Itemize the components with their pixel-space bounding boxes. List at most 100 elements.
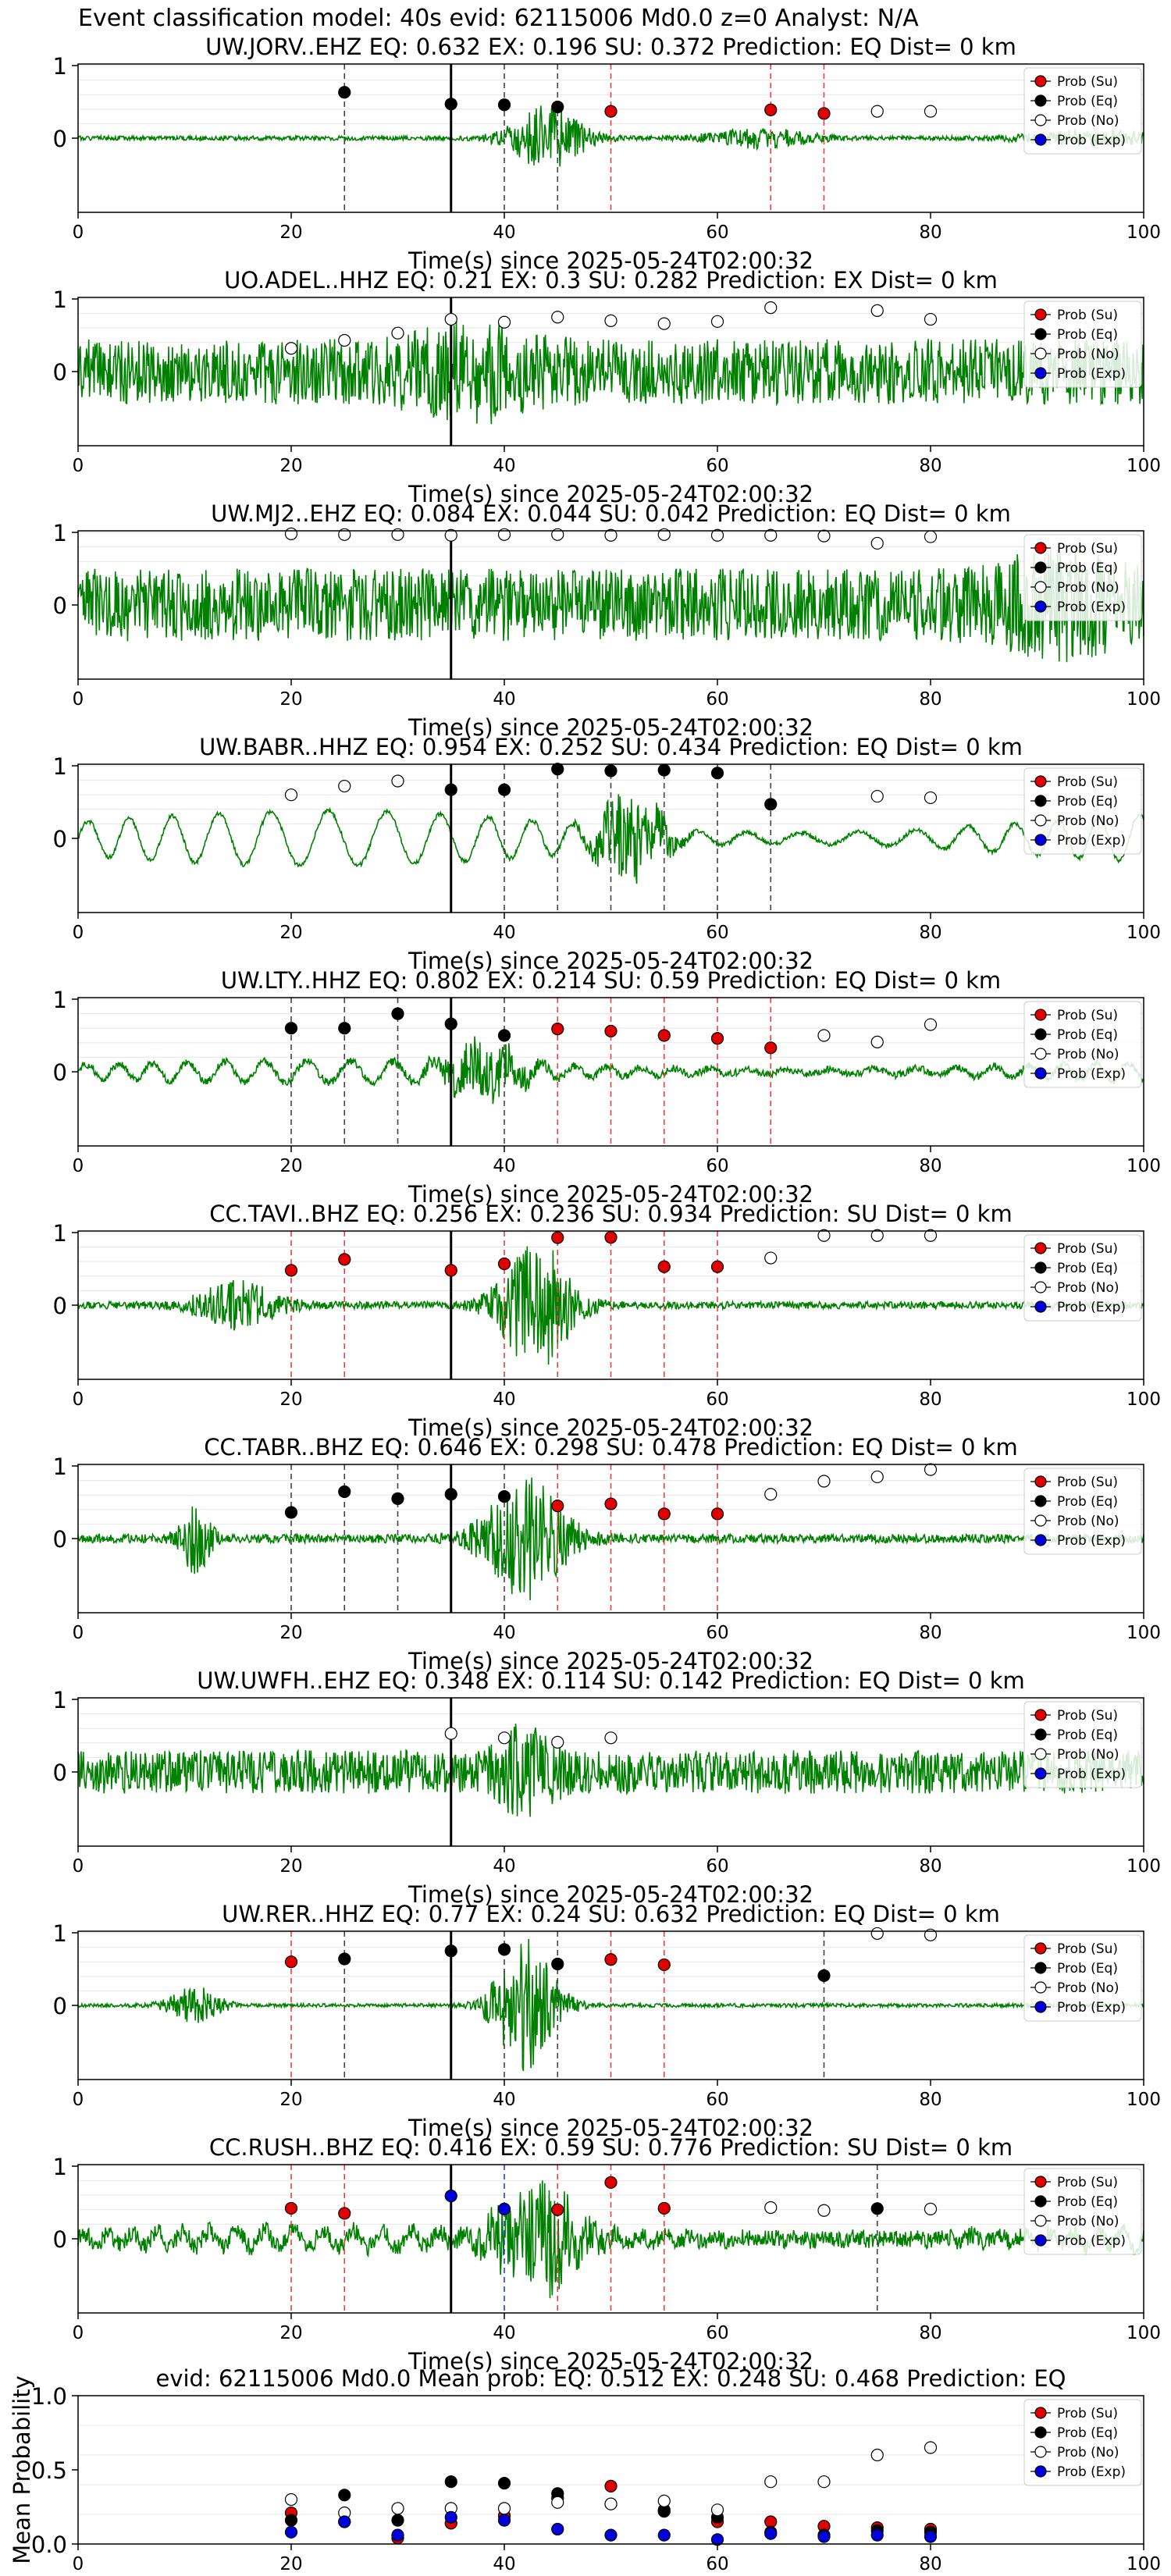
legend: Prob (Su) Prob (Eq) Prob (No) Prob (Exp) xyxy=(1023,1468,1142,1555)
prob-point-no xyxy=(870,105,884,118)
x-tick-label: 20 xyxy=(279,456,302,476)
prob-point-exp xyxy=(764,2527,778,2540)
prob-point-no xyxy=(551,1735,564,1749)
prob-point-no xyxy=(391,2502,404,2515)
prob-point-no xyxy=(284,2492,298,2507)
prob-point-no xyxy=(497,315,511,329)
legend-marker-no xyxy=(1034,114,1047,126)
legend-marker-exp xyxy=(1034,2465,1047,2478)
x-tick-label: 80 xyxy=(919,1156,941,1176)
legend-label-exp: Prob (Exp) xyxy=(1057,2000,1126,2016)
prob-point-no xyxy=(817,1475,831,1488)
prob-point-eq xyxy=(444,1488,457,1501)
prob-point-su xyxy=(284,1264,298,1277)
x-tick-label: 100 xyxy=(1127,1623,1161,1643)
x-tick-label: 20 xyxy=(279,2554,302,2574)
prob-point-exp xyxy=(391,2528,404,2542)
x-tick-label: 100 xyxy=(1127,222,1161,243)
legend-marker-eq xyxy=(1034,795,1047,807)
y-tick-label: 0.0 xyxy=(31,2532,67,2558)
legend-marker-eq xyxy=(1034,2426,1047,2439)
legend-marker-exp xyxy=(1034,1067,1047,1080)
prob-point-no xyxy=(391,326,404,340)
x-axis-label: Time(s) since 2025-05-24T02:00:32 xyxy=(408,1648,813,1674)
legend-marker-exp xyxy=(1034,600,1047,613)
x-tick-label: 60 xyxy=(706,2090,728,2110)
x-tick-label: 100 xyxy=(1127,456,1161,476)
prob-point-eq xyxy=(391,1007,404,1020)
x-tick-label: 60 xyxy=(706,2323,728,2343)
legend-label-eq: Prob (Eq) xyxy=(1057,2425,1118,2441)
x-tick-label: 20 xyxy=(279,1856,302,1877)
legend-box xyxy=(1023,301,1142,388)
legend-marker-su xyxy=(1034,308,1047,321)
x-tick-label: 0 xyxy=(73,1389,84,1410)
x-tick-label: 100 xyxy=(1127,689,1161,710)
prob-point-su xyxy=(604,1024,618,1038)
legend-marker-no xyxy=(1034,1514,1047,1527)
prob-point-su xyxy=(497,1257,511,1271)
legend-label-no: Prob (No) xyxy=(1057,1514,1119,1529)
prob-point-su xyxy=(710,1507,724,1521)
legend-label-su: Prob (Su) xyxy=(1057,541,1118,557)
panel-title: UW.BABR..HHZ EQ: 0.954 EX: 0.252 SU: 0.4… xyxy=(199,734,1023,760)
legend-label-no: Prob (No) xyxy=(1057,1747,1119,1763)
prob-point-no xyxy=(870,2448,884,2462)
prob-point-su xyxy=(657,1260,671,1273)
prob-point-su xyxy=(604,2176,618,2189)
prob-point-eq xyxy=(391,1492,404,1505)
y-tick-label: 1 xyxy=(53,1687,67,1713)
prob-point-no xyxy=(764,2475,778,2489)
panel-8: UW.UWFH..EHZ EQ: 0.348 EX: 0.114 SU: 0.1… xyxy=(53,1667,1161,1908)
prob-point-no xyxy=(710,528,724,542)
legend-label-eq: Prob (Eq) xyxy=(1057,1027,1118,1043)
prob-point-eq xyxy=(444,783,457,796)
legend-marker-su xyxy=(1034,1709,1047,1721)
y-tick-label: 1 xyxy=(53,520,67,546)
x-tick-label: 100 xyxy=(1127,2554,1161,2574)
prob-point-no xyxy=(817,2204,831,2217)
legend-marker-su xyxy=(1034,775,1047,788)
x-tick-label: 40 xyxy=(493,456,515,476)
x-tick-label: 60 xyxy=(706,1389,728,1410)
panel-title: UW.LTY..HHZ EQ: 0.802 EX: 0.214 SU: 0.59… xyxy=(221,967,1001,994)
x-tick-label: 100 xyxy=(1127,1389,1161,1410)
x-tick-label: 60 xyxy=(706,222,728,243)
legend-label-exp: Prob (Exp) xyxy=(1057,833,1126,849)
y-tick-label: 0 xyxy=(53,826,67,852)
waveform-trace xyxy=(77,549,1144,663)
x-axis-label: Time(s) since 2025-05-24T02:00:32 xyxy=(408,481,813,507)
prob-point-no xyxy=(497,1731,511,1745)
axes-frame xyxy=(77,2395,1144,2545)
x-tick-label: 40 xyxy=(493,1623,515,1643)
prob-point-exp xyxy=(657,2528,671,2542)
y-tick-label: 1 xyxy=(53,1920,67,1947)
x-axis-label: Time(s) since 2025-05-24T02:00:32 xyxy=(408,1181,813,1208)
legend: Prob (Su) Prob (Eq) Prob (No) Prob (Exp) xyxy=(1023,2168,1142,2255)
x-tick-label: 0 xyxy=(73,923,84,943)
x-tick-label: 40 xyxy=(493,1389,515,1410)
prob-point-no xyxy=(870,536,884,550)
legend-label-no: Prob (No) xyxy=(1057,1280,1119,1296)
prob-point-no xyxy=(870,1035,884,1048)
x-tick-label: 80 xyxy=(919,1623,941,1643)
y-tick-label: 1 xyxy=(53,53,67,80)
legend-label-eq: Prob (Eq) xyxy=(1057,794,1118,809)
y-tick-label: 0 xyxy=(53,126,67,152)
x-tick-label: 20 xyxy=(279,1623,302,1643)
legend-box xyxy=(1023,1001,1142,1088)
figure-title: Event classification model: 40s evid: 62… xyxy=(78,5,919,32)
prob-point-eq xyxy=(338,1022,351,1035)
legend-label-exp: Prob (Exp) xyxy=(1057,133,1126,148)
legend-marker-no xyxy=(1034,2446,1047,2458)
legend-label-eq: Prob (Eq) xyxy=(1057,94,1118,109)
prob-point-su xyxy=(338,1253,351,1266)
prob-point-su xyxy=(604,105,618,118)
prob-point-eq xyxy=(551,1957,564,1971)
prob-point-no xyxy=(657,2494,671,2507)
panel-5: UW.LTY..HHZ EQ: 0.802 EX: 0.214 SU: 0.59… xyxy=(53,967,1161,1208)
legend: Prob (Su) Prob (Eq) Prob (No) Prob (Exp) xyxy=(1023,767,1142,855)
legend-label-no: Prob (No) xyxy=(1057,2445,1119,2460)
x-tick-label: 80 xyxy=(919,456,941,476)
legend-label-no: Prob (No) xyxy=(1057,113,1119,129)
